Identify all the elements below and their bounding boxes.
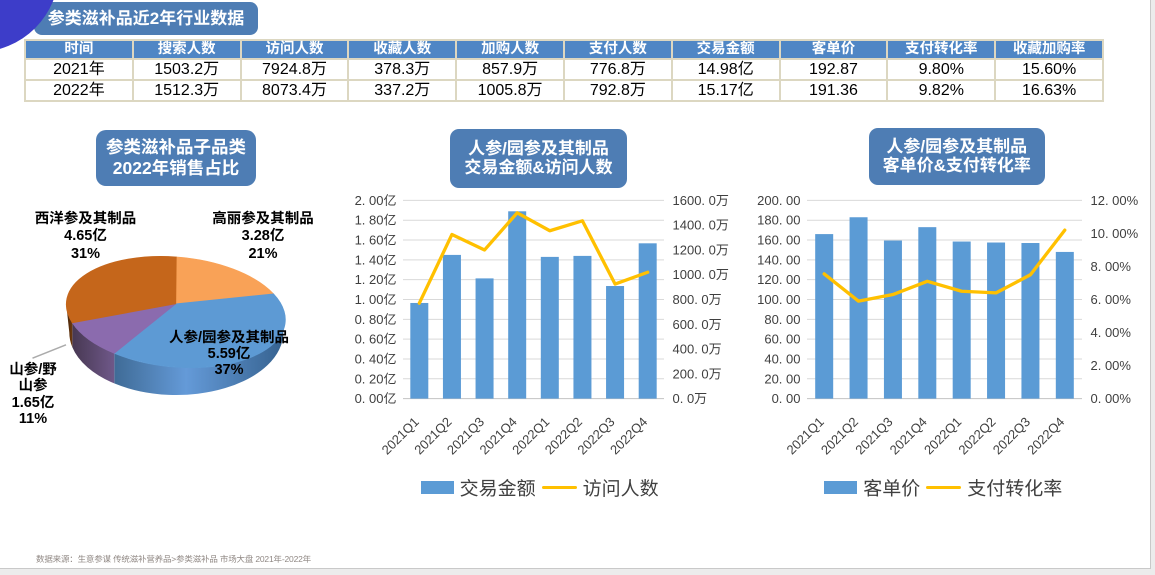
svg-text:1. 80亿: 1. 80亿 xyxy=(355,213,397,228)
svg-text:40. 00: 40. 00 xyxy=(764,351,800,366)
svg-text:2022Q1: 2022Q1 xyxy=(921,414,964,457)
svg-text:1600. 0万: 1600. 0万 xyxy=(673,193,729,208)
svg-text:8. 00%: 8. 00% xyxy=(1091,259,1132,274)
svg-text:2022Q4: 2022Q4 xyxy=(1024,414,1067,457)
svg-text:6. 00%: 6. 00% xyxy=(1091,292,1132,307)
svg-text:0. 40亿: 0. 40亿 xyxy=(355,351,397,366)
svg-text:120. 00: 120. 00 xyxy=(757,272,800,287)
svg-text:20. 00: 20. 00 xyxy=(764,371,800,386)
svg-text:0. 80亿: 0. 80亿 xyxy=(355,312,397,327)
svg-text:60. 00: 60. 00 xyxy=(764,332,800,347)
svg-text:2022Q3: 2022Q3 xyxy=(990,414,1033,457)
svg-text:2021Q2: 2021Q2 xyxy=(818,414,861,457)
svg-text:600. 0万: 600. 0万 xyxy=(673,317,722,332)
svg-text:0. 0万: 0. 0万 xyxy=(673,391,708,406)
svg-text:0. 00亿: 0. 00亿 xyxy=(355,391,397,406)
svg-text:2021Q4: 2021Q4 xyxy=(887,414,930,457)
svg-text:140. 00: 140. 00 xyxy=(757,252,800,267)
svg-text:1. 60亿: 1. 60亿 xyxy=(355,233,397,248)
svg-text:2. 00%: 2. 00% xyxy=(1091,358,1132,373)
svg-text:100. 00: 100. 00 xyxy=(757,292,800,307)
svg-text:400. 0万: 400. 0万 xyxy=(673,342,722,357)
svg-text:0. 00%: 0. 00% xyxy=(1091,391,1132,406)
svg-text:2022Q2: 2022Q2 xyxy=(955,414,998,457)
svg-text:200. 00: 200. 00 xyxy=(757,193,800,208)
svg-text:800. 0万: 800. 0万 xyxy=(673,292,722,307)
svg-text:4. 00%: 4. 00% xyxy=(1091,325,1132,340)
svg-text:12. 00%: 12. 00% xyxy=(1091,193,1139,208)
svg-text:80. 00: 80. 00 xyxy=(764,312,800,327)
svg-text:2021Q3: 2021Q3 xyxy=(852,414,895,457)
svg-text:180. 00: 180. 00 xyxy=(757,213,800,228)
svg-text:1. 20亿: 1. 20亿 xyxy=(355,272,397,287)
svg-text:0. 20亿: 0. 20亿 xyxy=(355,371,397,386)
svg-text:160. 00: 160. 00 xyxy=(757,233,800,248)
svg-text:200. 0万: 200. 0万 xyxy=(673,366,722,381)
svg-text:0. 60亿: 0. 60亿 xyxy=(355,332,397,347)
svg-text:10. 00%: 10. 00% xyxy=(1091,226,1139,241)
svg-text:2021Q1: 2021Q1 xyxy=(783,414,826,457)
svg-text:0. 00: 0. 00 xyxy=(772,391,801,406)
svg-text:1. 40亿: 1. 40亿 xyxy=(355,252,397,267)
svg-text:1. 00亿: 1. 00亿 xyxy=(355,292,397,307)
svg-text:1400. 0万: 1400. 0万 xyxy=(673,218,729,233)
svg-text:2. 00亿: 2. 00亿 xyxy=(355,193,397,208)
svg-text:1000. 0万: 1000. 0万 xyxy=(673,267,729,282)
svg-text:1200. 0万: 1200. 0万 xyxy=(673,242,729,257)
